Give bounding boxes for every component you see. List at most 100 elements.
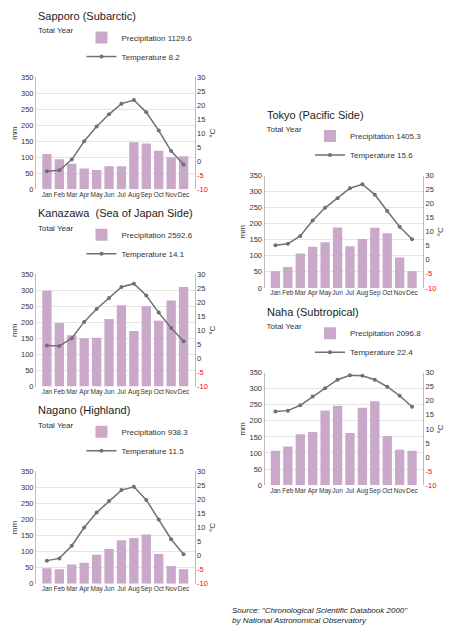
svg-text:10: 10 [197, 129, 205, 138]
svg-text:mm: mm [10, 520, 19, 534]
svg-text:mm: mm [238, 225, 247, 239]
svg-text:Sep: Sep [369, 487, 381, 495]
svg-text:Mar: Mar [66, 191, 78, 198]
svg-text:350: 350 [21, 270, 34, 279]
svg-text:Aug: Aug [128, 191, 140, 199]
svg-text:200: 200 [21, 121, 34, 130]
svg-text:Apr: Apr [79, 191, 90, 199]
svg-text:Aug: Aug [128, 388, 140, 396]
svg-text:350: 350 [249, 368, 262, 377]
svg-text:Sapporo (Subarctic): Sapporo (Subarctic) [38, 10, 136, 22]
svg-text:5: 5 [197, 143, 201, 152]
svg-text:0: 0 [197, 354, 201, 363]
svg-text:mm: mm [10, 126, 19, 140]
svg-text:°C: °C [436, 227, 445, 236]
svg-text:100: 100 [249, 251, 262, 260]
svg-text:250: 250 [249, 203, 262, 212]
svg-text:15: 15 [197, 509, 205, 518]
svg-text:20: 20 [426, 199, 434, 208]
svg-text:Dec: Dec [178, 191, 190, 198]
svg-text:0: 0 [258, 481, 262, 490]
svg-text:May: May [319, 289, 332, 297]
svg-text:Jul: Jul [346, 487, 355, 494]
svg-text:Source: "Chronological Scienti: Source: "Chronological Scientific Databo… [232, 606, 408, 625]
svg-text:Nov: Nov [394, 487, 406, 494]
svg-text:150: 150 [249, 235, 262, 244]
svg-text:Oct: Oct [154, 388, 164, 395]
svg-text:10: 10 [426, 425, 434, 434]
svg-text:Feb: Feb [282, 289, 294, 296]
svg-text:300: 300 [249, 384, 262, 393]
svg-text:Total Year: Total Year [267, 322, 302, 331]
svg-text:Oct: Oct [154, 191, 164, 198]
svg-text:50: 50 [25, 563, 33, 572]
svg-text:Aug: Aug [357, 289, 369, 297]
svg-text:-10: -10 [426, 284, 437, 293]
svg-text:Dec: Dec [406, 289, 418, 296]
svg-text:°C: °C [208, 326, 217, 335]
svg-text:Apr: Apr [79, 388, 90, 396]
svg-text:-10: -10 [197, 579, 208, 588]
svg-text:May: May [90, 585, 103, 593]
svg-text:300: 300 [21, 89, 34, 98]
svg-text:Nov: Nov [165, 585, 177, 592]
svg-text:50: 50 [254, 465, 262, 474]
svg-text:150: 150 [21, 334, 34, 343]
svg-text:Jun: Jun [332, 289, 343, 296]
svg-text:Feb: Feb [54, 388, 66, 395]
svg-text:25: 25 [197, 481, 205, 490]
svg-text:200: 200 [21, 318, 34, 327]
svg-text:-5: -5 [197, 171, 204, 180]
svg-text:Jul: Jul [117, 191, 126, 198]
svg-text:15: 15 [426, 410, 434, 419]
svg-text:Apr: Apr [79, 585, 90, 593]
svg-text:Precipitation 2096.8: Precipitation 2096.8 [350, 329, 421, 338]
svg-text:25: 25 [426, 185, 434, 194]
svg-text:Jul: Jul [346, 289, 355, 296]
svg-text:°C: °C [208, 523, 217, 532]
svg-text:Temperature 8.2: Temperature 8.2 [121, 53, 180, 62]
svg-text:Feb: Feb [282, 487, 294, 494]
svg-text:Nagano (Highland): Nagano (Highland) [38, 404, 130, 416]
svg-text:Jul: Jul [117, 388, 126, 395]
svg-text:0: 0 [29, 185, 33, 194]
svg-text:Apr: Apr [308, 487, 319, 495]
svg-text:Jan: Jan [270, 289, 281, 296]
svg-text:100: 100 [21, 547, 34, 556]
svg-text:0: 0 [426, 453, 430, 462]
svg-text:250: 250 [21, 499, 34, 508]
svg-text:Aug: Aug [128, 585, 140, 593]
svg-text:Nov: Nov [394, 289, 406, 296]
svg-text:Oct: Oct [382, 289, 392, 296]
svg-text:0: 0 [197, 551, 201, 560]
svg-text:Nov: Nov [165, 191, 177, 198]
svg-text:Jan: Jan [42, 388, 53, 395]
svg-text:150: 150 [21, 531, 34, 540]
svg-text:350: 350 [21, 73, 34, 82]
svg-text:Precipitation 1405.3: Precipitation 1405.3 [350, 132, 421, 141]
svg-text:Jan: Jan [42, 585, 53, 592]
svg-text:300: 300 [249, 187, 262, 196]
svg-text:Oct: Oct [382, 487, 392, 494]
svg-text:Feb: Feb [54, 585, 66, 592]
svg-text:°C: °C [208, 128, 217, 137]
svg-text:-5: -5 [197, 565, 204, 574]
svg-text:5: 5 [426, 439, 430, 448]
svg-text:20: 20 [197, 101, 205, 110]
svg-text:Jun: Jun [104, 191, 115, 198]
svg-text:Oct: Oct [154, 585, 164, 592]
svg-text:5: 5 [426, 241, 430, 250]
svg-text:30: 30 [426, 368, 434, 377]
svg-text:0: 0 [29, 579, 33, 588]
svg-text:May: May [90, 388, 103, 396]
svg-text:-10: -10 [197, 382, 208, 391]
svg-text:10: 10 [426, 227, 434, 236]
svg-text:200: 200 [21, 515, 34, 524]
svg-text:50: 50 [254, 267, 262, 276]
svg-text:0: 0 [197, 157, 201, 166]
svg-text:30: 30 [197, 73, 205, 82]
svg-text:mm: mm [238, 422, 247, 436]
svg-text:Dec: Dec [178, 585, 190, 592]
svg-text:Precipitation 1129.6: Precipitation 1129.6 [121, 34, 192, 43]
svg-text:Tokyo (Pacific Side): Tokyo (Pacific Side) [267, 109, 364, 121]
